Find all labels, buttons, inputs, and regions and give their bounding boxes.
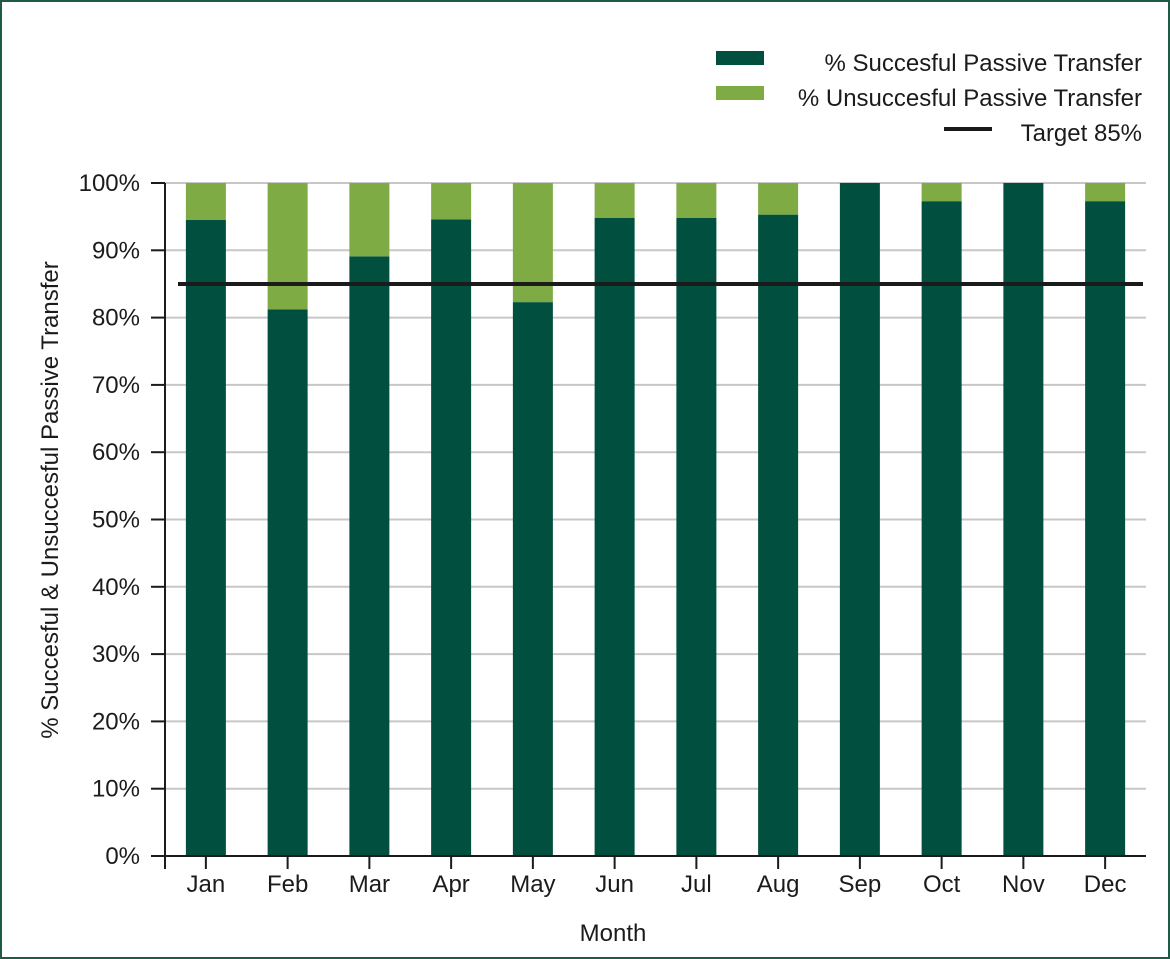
x-tick-label-jun: Jun bbox=[595, 871, 634, 898]
x-tick-label-apr: Apr bbox=[432, 871, 469, 898]
x-tick-label-sep: Sep bbox=[839, 871, 882, 898]
legend-item-unsuccessful-swatch bbox=[716, 86, 764, 100]
unsuccessful-bar-jul bbox=[676, 183, 717, 218]
x-tick-label-feb: Feb bbox=[267, 871, 308, 898]
y-tick-label: 20% bbox=[92, 708, 140, 735]
successful-bar-oct bbox=[921, 201, 962, 856]
y-tick-label: 10% bbox=[92, 776, 140, 803]
successful-bar-jan bbox=[185, 220, 226, 856]
legend-item-target-label: Target 85% bbox=[1021, 120, 1142, 147]
y-tick-label: 90% bbox=[92, 237, 140, 264]
unsuccessful-bar-jan bbox=[185, 183, 226, 221]
x-tick-label-may: May bbox=[510, 871, 555, 898]
x-tick-label-aug: Aug bbox=[757, 871, 800, 898]
unsuccessful-bar-feb bbox=[267, 183, 308, 310]
successful-bar-sep bbox=[839, 183, 880, 856]
x-tick-label-jan: Jan bbox=[187, 871, 226, 898]
legend-item-successful-swatch bbox=[716, 51, 764, 65]
y-tick-label: 40% bbox=[92, 574, 140, 601]
grid-lines bbox=[165, 182, 1146, 790]
axes bbox=[151, 182, 1146, 869]
unsuccessful-bar-apr bbox=[431, 183, 472, 220]
y-tick-label: 0% bbox=[105, 843, 140, 870]
successful-bar-jul bbox=[676, 217, 717, 857]
y-tick-label: 60% bbox=[92, 439, 140, 466]
legend-item-successful-label: % Succesful Passive Transfer bbox=[825, 50, 1142, 77]
x-tick-label-mar: Mar bbox=[349, 871, 390, 898]
legend-item-unsuccessful-label: % Unsuccesful Passive Transfer bbox=[798, 85, 1142, 112]
successful-bar-apr bbox=[431, 219, 472, 857]
legend: % Succesful Passive Transfer % Unsuccesfu… bbox=[716, 50, 1142, 147]
successful-bar-aug bbox=[758, 214, 799, 857]
x-axis-title: Month bbox=[580, 920, 647, 947]
y-tick-label: 50% bbox=[92, 507, 140, 534]
x-tick-label-oct: Oct bbox=[923, 871, 961, 898]
unsuccessful-bar-oct bbox=[921, 183, 962, 202]
unsuccessful-bar-aug bbox=[758, 183, 799, 215]
y-tick-label: 80% bbox=[92, 305, 140, 332]
successful-bar-mar bbox=[349, 256, 390, 856]
y-axis-title: % Succesful & Unsuccesful Passive Transf… bbox=[37, 261, 64, 739]
y-tick-label: 100% bbox=[79, 170, 140, 197]
bar-series bbox=[185, 183, 1126, 857]
successful-bar-dec bbox=[1085, 201, 1126, 856]
x-tick-label-jul: Jul bbox=[681, 871, 712, 898]
x-tick-label-dec: Dec bbox=[1084, 871, 1127, 898]
successful-bar-may bbox=[512, 302, 553, 857]
unsuccessful-bar-dec bbox=[1085, 183, 1126, 202]
successful-bar-feb bbox=[267, 309, 308, 856]
y-tick-label: 70% bbox=[92, 372, 140, 399]
unsuccessful-bar-mar bbox=[349, 183, 390, 257]
successful-bar-jun bbox=[594, 217, 635, 857]
successful-bar-nov bbox=[1003, 183, 1044, 856]
x-tick-label-nov: Nov bbox=[1002, 871, 1045, 898]
y-tick-label: 30% bbox=[92, 641, 140, 668]
tick-labels: 0% 10% 20% 30% 40% 50% 60% 70% 80% 90% 100% Jan Feb M… bbox=[79, 170, 1127, 898]
unsuccessful-bar-jun bbox=[594, 183, 635, 218]
